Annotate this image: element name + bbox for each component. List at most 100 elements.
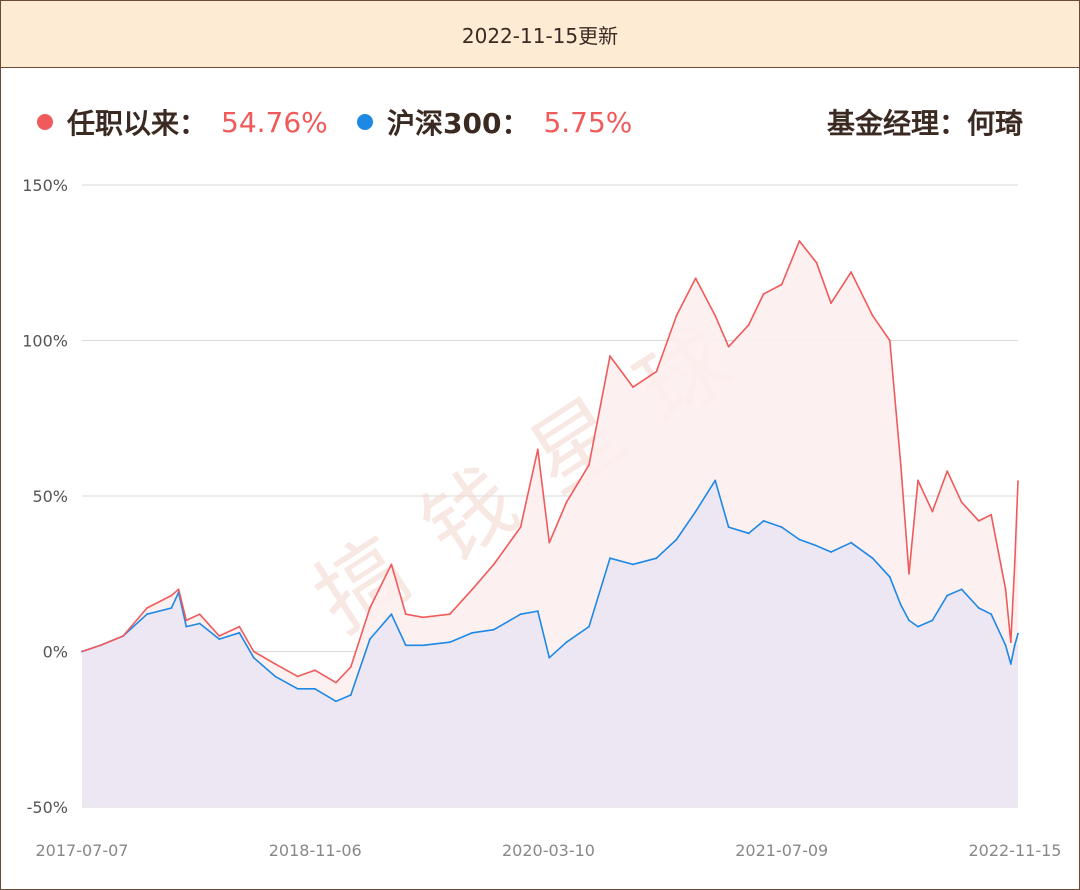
point-fund — [185, 619, 188, 622]
x-tick-label: 2018-11-06 — [269, 841, 362, 860]
point-index — [404, 644, 407, 647]
point-fund — [714, 314, 717, 317]
point-fund — [850, 271, 852, 273]
point-index — [252, 656, 255, 659]
point-index — [448, 641, 451, 644]
point-fund — [1009, 641, 1012, 644]
point-index — [908, 619, 910, 622]
fund-manager: 基金经理：何琦 — [826, 107, 1023, 140]
legend-label-index: 沪深300： — [387, 107, 530, 140]
point-index — [1009, 663, 1012, 665]
point-fund — [170, 594, 173, 597]
y-tick-label: 50% — [32, 487, 68, 506]
point-index — [1004, 644, 1007, 647]
point-index — [296, 687, 299, 690]
point-index — [588, 625, 590, 628]
point-fund — [369, 607, 371, 609]
x-tick-label: 2021-07-09 — [735, 841, 828, 860]
point-index — [609, 557, 611, 560]
point-fund — [448, 613, 451, 616]
update-date: 2022-11-15更新 — [461, 23, 619, 48]
y-tick-label: 150% — [22, 176, 68, 195]
point-index — [170, 607, 173, 609]
point-fund — [390, 563, 393, 566]
point-index — [218, 638, 221, 640]
point-index — [146, 613, 148, 616]
point-fund — [830, 302, 832, 305]
point-fund — [588, 464, 590, 466]
point-index — [314, 687, 316, 690]
point-fund — [218, 635, 221, 637]
point-fund — [404, 613, 407, 616]
point-fund — [917, 479, 919, 482]
point-index — [899, 603, 902, 606]
point-index — [185, 625, 188, 628]
point-fund — [675, 314, 678, 317]
legend-value-fund: 54.76% — [221, 105, 328, 139]
point-index — [798, 538, 801, 541]
point-fund — [899, 464, 902, 466]
point-fund — [747, 324, 750, 326]
legend-dot-fund — [37, 114, 53, 130]
point-fund — [609, 355, 611, 357]
point-fund — [536, 448, 539, 451]
point-fund — [977, 519, 980, 522]
point-index — [274, 675, 277, 678]
area-index — [82, 480, 1018, 807]
point-index — [917, 625, 919, 628]
point-fund — [314, 669, 316, 672]
point-index — [471, 631, 474, 634]
point-fund — [1013, 563, 1016, 566]
point-fund — [252, 650, 255, 653]
point-fund — [492, 563, 495, 566]
point-index — [815, 544, 818, 547]
point-fund — [990, 513, 993, 516]
point-index — [655, 557, 658, 560]
point-index — [675, 538, 678, 541]
point-index — [335, 700, 337, 703]
point-index — [888, 575, 891, 578]
point-fund — [335, 681, 337, 684]
point-fund — [694, 277, 697, 280]
point-fund — [238, 625, 241, 628]
point-index — [390, 613, 393, 616]
point-fund — [349, 666, 352, 668]
point-index — [977, 607, 980, 609]
point-index — [1013, 644, 1016, 647]
point-fund — [815, 261, 818, 264]
point-fund — [471, 588, 474, 591]
point-index — [632, 563, 634, 566]
point-fund — [798, 240, 801, 242]
x-tick-label: 2022-11-15 — [969, 841, 1062, 860]
point-fund — [146, 607, 148, 609]
point-index — [780, 526, 783, 528]
point-index — [747, 532, 750, 535]
point-index — [931, 619, 934, 622]
point-fund — [565, 501, 568, 504]
point-fund — [931, 510, 934, 513]
point-index — [349, 694, 352, 696]
legend-dot-index — [357, 114, 373, 130]
legend-item-fund: 任职以来： 54.76% — [37, 97, 328, 147]
point-fund — [548, 541, 551, 544]
x-tick-label: 2020-03-10 — [502, 841, 595, 860]
point-fund — [274, 663, 277, 665]
point-index — [238, 631, 241, 634]
point-index — [694, 510, 697, 513]
legend-value-index: 5.75% — [543, 105, 633, 139]
point-fund — [99, 644, 102, 647]
point-index — [990, 613, 993, 616]
header-bar: 2022-11-15更新 — [1, 1, 1079, 68]
point-index — [536, 610, 539, 612]
point-fund — [655, 370, 658, 373]
point-index — [565, 641, 568, 644]
y-tick-label: 100% — [22, 332, 68, 351]
point-index — [946, 594, 949, 597]
point-fund — [908, 572, 910, 575]
point-fund — [81, 650, 83, 653]
point-fund — [888, 339, 891, 342]
point-fund — [422, 616, 424, 619]
line-index — [81, 479, 1019, 703]
point-fund — [946, 470, 949, 473]
